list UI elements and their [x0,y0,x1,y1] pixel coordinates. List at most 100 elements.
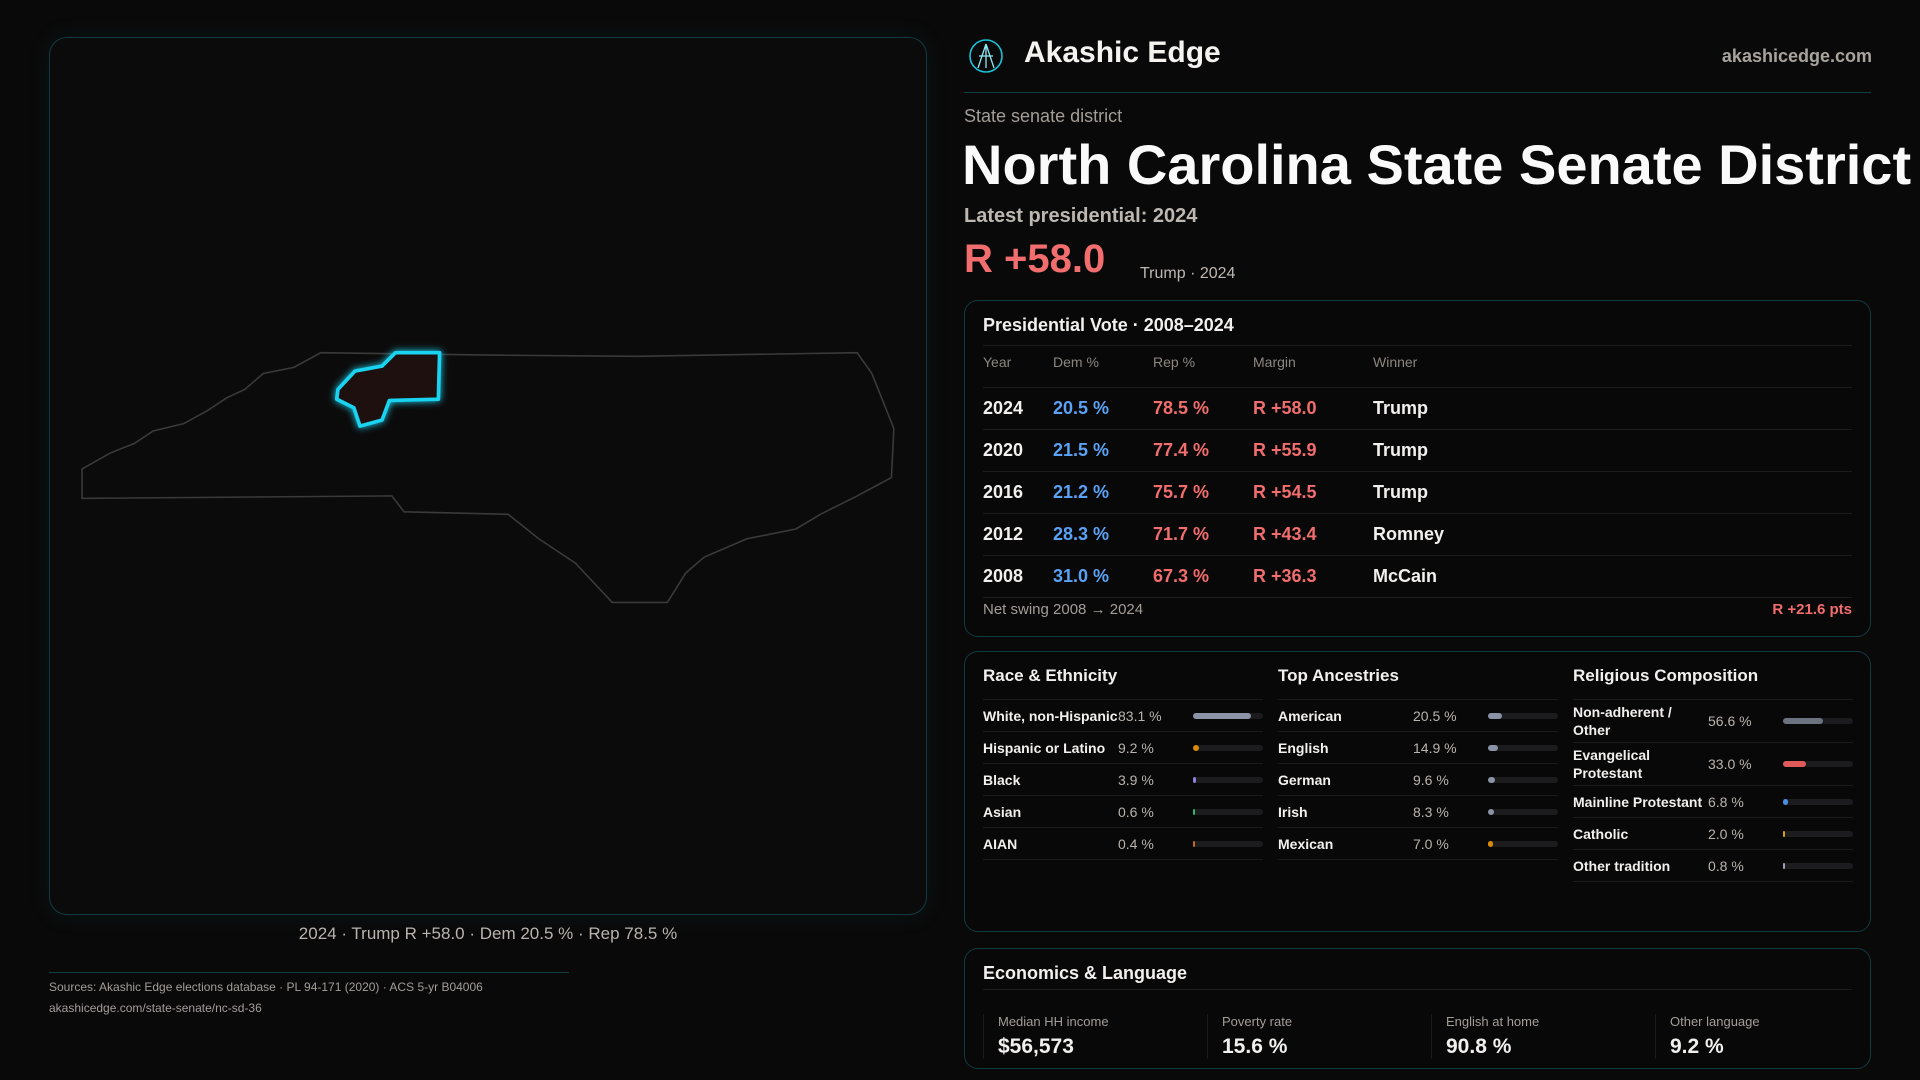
progress-bar [1193,840,1263,847]
brand-name: Akashic Edge [1024,36,1221,69]
table-cell: 21.2 % [1053,482,1110,502]
list-item: Catholic 2.0 % [1573,818,1853,850]
progress-fill [1193,744,1200,751]
headline-margin-sub: Trump · 2024 [1140,265,1236,282]
list-item: German 9.6 % [1278,764,1558,796]
item-label: Asian [983,803,1022,820]
kicker: State senate district [964,106,1123,126]
item-label: Mexican [1278,835,1334,852]
progress-fill [1193,808,1195,815]
table-cell: 2012 [983,524,1024,544]
progress-fill [1193,712,1252,719]
table-cell: R +36.3 [1253,566,1317,586]
table-cell: R +54.5 [1253,482,1317,502]
progress-fill [1783,830,1785,837]
item-label: American [1278,707,1342,724]
item-label: English [1278,739,1329,756]
stat-value: 90.8 % [1446,1035,1512,1058]
progress-fill [1488,712,1503,719]
headline-margin: R +58.0 [964,237,1106,281]
divider [983,989,1852,990]
item-value: 8.3 % [1413,803,1449,820]
table-cell: R +55.9 [1253,440,1317,460]
table-cell: Trump [1373,398,1429,418]
item-value: 7.0 % [1413,835,1449,852]
item-label: Black [983,771,1021,788]
stat-label: Median HH income [998,1014,1109,1029]
item-value: 83.1 % [1118,707,1162,724]
demographic-column: Race & Ethnicity White, non-Hispanic 83.1 … [983,666,1263,860]
page-url[interactable]: akashicedge.com/state-senate/nc-sd-36 [49,1001,262,1015]
table-cell: 20.5 % [1053,398,1110,418]
item-value: 9.6 % [1413,771,1449,788]
column-header: Margin [1253,354,1296,370]
column-title: Top Ancestries [1278,666,1558,700]
item-label: Non-adherent / Other [1573,704,1672,738]
site-link[interactable]: akashicedge.com [1721,46,1872,66]
progress-bar [1193,808,1263,815]
progress-bar [1488,840,1558,847]
divider [983,597,1852,598]
progress-bar [1488,808,1558,815]
table-cell: 31.0 % [1053,566,1110,586]
table-cell: 75.7 % [1153,482,1210,502]
stat-value: 15.6 % [1222,1035,1288,1058]
stat-tile: Median HH income $56,573 [983,1014,1203,1059]
demographics-card: Race & Ethnicity White, non-Hispanic 83.1 … [964,651,1871,932]
table-cell: 2024 [983,398,1024,418]
list-item: Irish 8.3 % [1278,796,1558,828]
progress-fill [1783,798,1788,805]
list-item: White, non-Hispanic 83.1 % [983,700,1263,732]
progress-fill [1488,808,1494,815]
table-cell: 2008 [983,566,1024,586]
table-cell: Trump [1373,440,1429,460]
item-value: 56.6 % [1708,713,1752,729]
progress-fill [1783,761,1807,767]
economics-card: Economics & Language Median HH income $56… [964,948,1871,1069]
progress-fill [1488,840,1493,847]
sources-text: Sources: Akashic Edge elections database… [49,980,483,994]
progress-bar [1783,718,1853,724]
progress-fill [1488,744,1499,751]
table-row: 2020 21.5 % 77.4 % R +55.9 Trump [983,429,1852,471]
map-panel[interactable] [49,37,927,915]
item-label: Hispanic or Latino [983,739,1106,756]
sources-footer: Sources: Akashic Edge elections database… [49,972,569,1019]
latest-presidential: Latest presidential: 2024 [964,205,1198,227]
item-value: 0.8 % [1708,857,1744,874]
page-title: North Carolina State Senate District 36 [962,133,1920,196]
progress-fill [1783,862,1785,869]
list-item: Mexican 7.0 % [1278,828,1558,860]
stat-tile: English at home 90.8 % [1431,1014,1651,1059]
progress-bar [1193,744,1263,751]
column-header: Winner [1373,354,1418,370]
demographic-column: Top Ancestries American 20.5 % English 14.9 … [1278,666,1558,860]
table-row: 2024 20.5 % 78.5 % R +58.0 Trump [983,387,1852,429]
demographic-column: Religious Composition Non-adherent / Othe… [1573,666,1853,882]
item-value: 6.8 % [1708,793,1744,810]
table-row: 2016 21.2 % 75.7 % R +54.5 Trump [983,471,1852,513]
table-cell: 77.4 % [1153,440,1210,460]
column-header: Year [983,354,1012,370]
presidential-vote-card: Presidential Vote · 2008–2024 Year Dem % R… [964,300,1871,637]
table-cell: 2020 [983,440,1024,460]
stat-tile: Poverty rate 15.6 % [1207,1014,1427,1059]
stat-label: English at home [1446,1014,1540,1029]
progress-bar [1193,776,1263,783]
table-cell: 67.3 % [1153,566,1210,586]
item-value: 14.9 % [1413,739,1457,756]
table-cell: 2016 [983,482,1024,502]
progress-bar [1783,830,1853,837]
stat-value: 9.2 % [1670,1035,1724,1058]
card-title: Presidential Vote · 2008–2024 [983,315,1234,335]
item-value: 33.0 % [1708,756,1752,772]
table-cell: 28.3 % [1053,524,1110,544]
table-cell: R +43.4 [1253,524,1317,544]
list-item: Non-adherent / Other 56.6 % [1573,700,1853,743]
item-value: 0.6 % [1118,803,1154,820]
progress-bar [1193,712,1263,719]
progress-bar [1488,776,1558,783]
table-cell: 78.5 % [1153,398,1210,418]
item-label: Irish [1278,803,1308,820]
item-value: 3.9 % [1118,771,1154,788]
